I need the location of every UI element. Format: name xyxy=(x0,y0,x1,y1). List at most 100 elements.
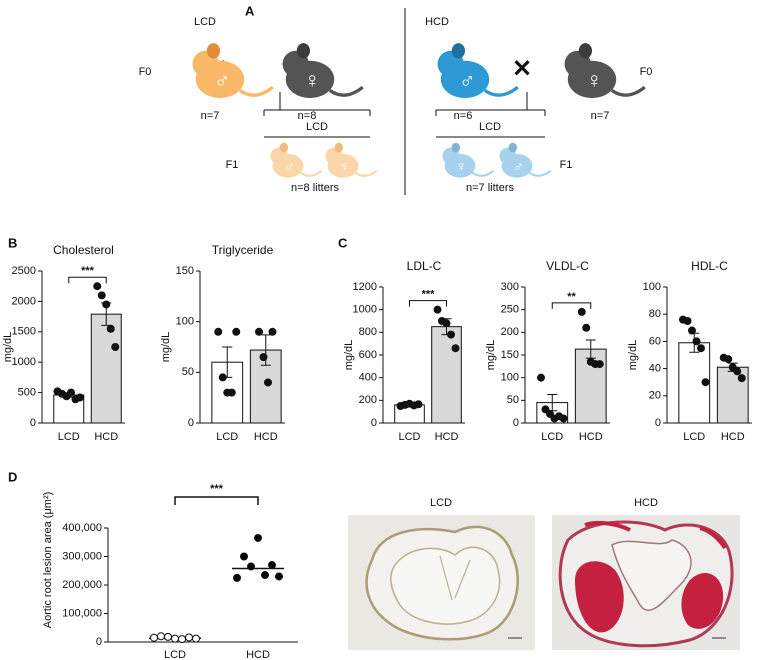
y-axis-label: Aortic root lesion area (μm²) xyxy=(42,492,54,629)
x-tick-label: HCD xyxy=(435,431,459,443)
x-tick-label: LCD xyxy=(541,431,563,443)
data-point xyxy=(67,388,75,397)
y-tick-label: 800 xyxy=(359,326,377,338)
offspring-diet: LCD xyxy=(306,121,328,133)
y-tick-label: 0 xyxy=(30,417,36,429)
data-point xyxy=(227,388,236,397)
bar xyxy=(574,348,607,424)
y-tick-label: 100,000 xyxy=(62,607,102,619)
data-point xyxy=(171,634,179,643)
data-point xyxy=(264,378,272,387)
panel-letter: A xyxy=(245,3,255,18)
sex-symbol: ♂ xyxy=(513,158,524,174)
mouse-icon xyxy=(578,43,593,59)
data-point xyxy=(214,327,223,336)
x-tick-label: HCD xyxy=(254,431,278,443)
data-point xyxy=(268,327,277,336)
y-tick-label: 2500 xyxy=(12,265,36,277)
x-tick-label: HCD xyxy=(579,431,603,443)
mouse-icon xyxy=(508,142,517,153)
significance-bracket xyxy=(409,300,447,307)
y-tick-label: 400 xyxy=(359,372,377,384)
y-tick-label: 100 xyxy=(643,281,661,293)
x-tick-label: LCD xyxy=(398,431,420,443)
y-tick-label: 150 xyxy=(501,349,519,361)
data-point xyxy=(185,633,193,642)
x-tick-label: LCD xyxy=(683,431,705,443)
generation-label: F0 xyxy=(640,66,653,78)
sex-symbol: ♀ xyxy=(304,67,321,92)
significance-label: *** xyxy=(81,265,95,277)
chart-title: VLDL-C xyxy=(546,259,589,273)
data-point xyxy=(268,561,276,570)
generation-label: F1 xyxy=(226,159,239,171)
data-point xyxy=(451,344,460,353)
y-tick-label: 0 xyxy=(371,417,377,429)
y-tick-label: 300,000 xyxy=(62,550,102,562)
data-point xyxy=(93,282,102,291)
data-point xyxy=(157,632,165,641)
image-label: LCD xyxy=(430,497,452,509)
significance-label: *** xyxy=(422,289,436,301)
y-tick-label: 40 xyxy=(649,363,661,375)
data-point xyxy=(255,327,263,336)
y-tick-label: 150 xyxy=(176,265,194,277)
mouse-icon xyxy=(296,43,310,59)
sex-symbol: ♀ xyxy=(456,158,467,174)
image-label: HCD xyxy=(634,497,658,509)
cross-bracket xyxy=(263,92,371,138)
mouse-icon xyxy=(299,169,323,177)
mouse-icon xyxy=(354,169,378,177)
data-point xyxy=(97,291,106,300)
y-tick-label: 1000 xyxy=(353,304,377,316)
sample-size: n=8 xyxy=(298,110,317,122)
x-tick-label: HCD xyxy=(94,431,118,443)
parent-diet: LCD xyxy=(194,16,216,28)
x-tick-label: LCD xyxy=(58,431,80,443)
data-point xyxy=(447,330,455,339)
y-tick-label: 1000 xyxy=(12,356,36,368)
data-point xyxy=(559,414,568,423)
y-tick-label: 200,000 xyxy=(62,579,102,591)
data-point xyxy=(192,634,200,643)
significance-bracket xyxy=(174,496,259,505)
generation-label: F1 xyxy=(560,159,573,171)
y-tick-label: 500 xyxy=(18,387,36,399)
y-tick-label: 1500 xyxy=(12,326,36,338)
data-point xyxy=(442,319,451,328)
x-tick-label: LCD xyxy=(216,431,238,443)
cross-bracket xyxy=(435,92,546,138)
mouse-icon xyxy=(334,142,343,153)
chart-title: HDL-C xyxy=(691,259,728,273)
y-tick-label: 1200 xyxy=(353,281,377,293)
y-axis-label: mg/dL xyxy=(627,340,639,371)
x-tick-label: HCD xyxy=(246,649,270,660)
x-tick-label: HCD xyxy=(721,431,745,443)
y-tick-label: 80 xyxy=(649,308,661,320)
data-point xyxy=(102,300,111,309)
data-point xyxy=(582,323,591,332)
y-tick-label: 0 xyxy=(188,417,194,429)
sample-size: n=7 xyxy=(201,110,220,122)
y-tick-label: 250 xyxy=(501,304,519,316)
x-tick-label: LCD xyxy=(164,649,186,660)
data-point xyxy=(76,393,84,402)
data-point xyxy=(233,573,241,582)
y-tick-label: 0 xyxy=(655,417,661,429)
mouse-icon xyxy=(451,142,460,153)
mouse-icon xyxy=(483,85,519,97)
y-tick-label: 100 xyxy=(501,372,519,384)
significance-bracket xyxy=(551,302,592,309)
data-point xyxy=(150,633,158,642)
parent-diet: HCD xyxy=(425,16,449,28)
sample-size: n=7 xyxy=(591,110,610,122)
mouse-icon xyxy=(451,43,465,59)
data-point xyxy=(275,572,283,581)
y-tick-label: 20 xyxy=(649,390,661,402)
significance-label: ** xyxy=(567,291,576,303)
mouse-icon xyxy=(471,169,495,177)
y-tick-label: 0 xyxy=(513,417,519,429)
data-point xyxy=(414,400,423,409)
significance-bracket xyxy=(68,276,107,284)
